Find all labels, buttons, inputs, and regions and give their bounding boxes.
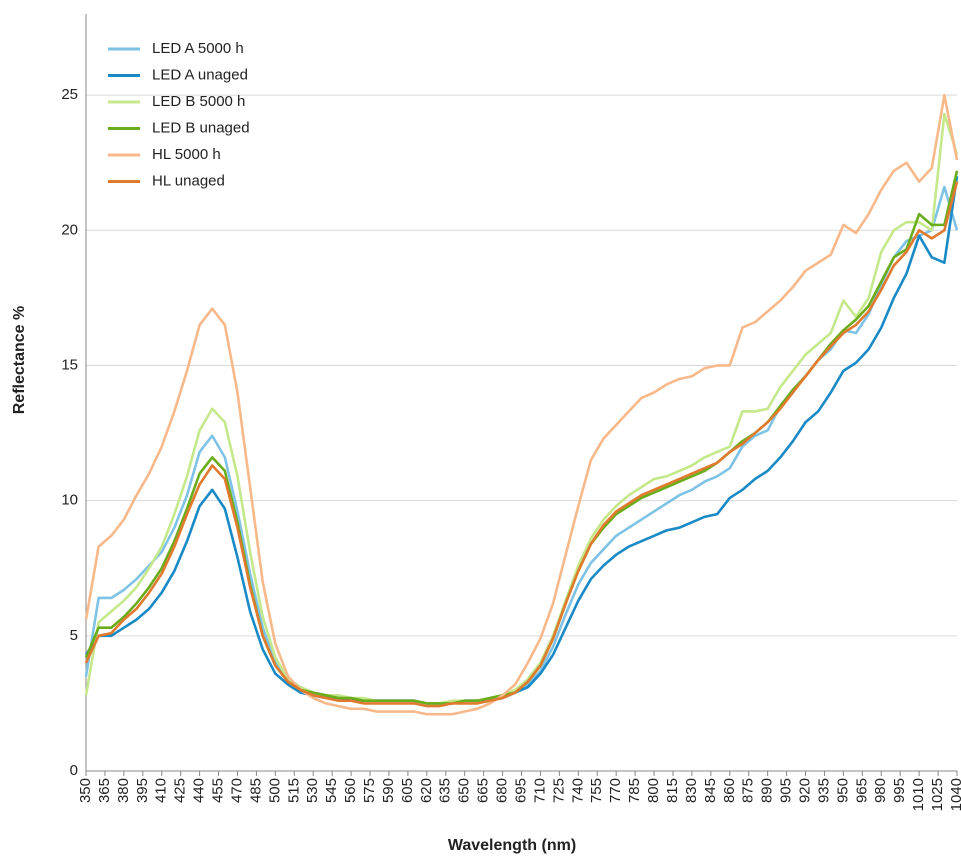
x-tick-label: 995 (891, 778, 908, 803)
x-tick-label: 455 (210, 778, 227, 803)
x-tick-label: 845 (702, 778, 719, 803)
series-line (84, 176, 959, 705)
x-tick-label: 1040 (948, 778, 961, 811)
x-tick-label: 575 (361, 778, 378, 803)
y-tick-label: 15 (61, 356, 78, 373)
x-tick-label: 680 (494, 778, 511, 803)
y-tick-label: 5 (70, 627, 78, 644)
x-tick-label: 1025 (929, 778, 946, 811)
series-line (84, 185, 959, 705)
legend-label: LED B unaged (152, 119, 250, 136)
legend-label: HL unaged (152, 172, 225, 189)
x-tick-label: 620 (418, 778, 435, 803)
x-axis-title: Wavelength (nm) (448, 837, 576, 854)
x-tick-label: 890 (759, 778, 776, 803)
y-tick-label: 20 (61, 221, 78, 238)
x-tick-label: 365 (96, 778, 113, 803)
x-tick-label: 350 (77, 778, 94, 803)
x-tick-label: 635 (437, 778, 454, 803)
x-tick-label: 530 (304, 778, 321, 803)
x-tick-label: 470 (228, 778, 245, 803)
x-tick-label: 425 (172, 778, 189, 803)
legend-label: LED B 5000 h (152, 93, 245, 110)
y-tick-label: 0 (70, 762, 78, 779)
x-tick-label: 770 (607, 778, 624, 803)
x-tick-label: 1010 (910, 778, 927, 811)
x-tick-label: 785 (626, 778, 643, 803)
x-tick-label: 920 (796, 778, 813, 803)
x-tick-label: 710 (531, 778, 548, 803)
x-tick-label: 860 (721, 778, 738, 803)
x-tick-label: 950 (834, 778, 851, 803)
x-tick-label: 830 (683, 778, 700, 803)
legend-label: LED A unaged (152, 66, 248, 83)
x-tick-label: 545 (323, 778, 340, 803)
series-line (84, 112, 959, 705)
x-tick-label: 905 (778, 778, 795, 803)
x-tick-label: 740 (569, 778, 586, 803)
y-axis-title: Reflectance % (11, 306, 28, 415)
x-tick-label: 485 (247, 778, 264, 803)
x-tick-label: 800 (645, 778, 662, 803)
series-line (84, 181, 959, 708)
x-tick-label: 605 (399, 778, 416, 803)
x-tick-label: 965 (853, 778, 870, 803)
x-tick-label: 875 (740, 778, 757, 803)
legend-label: LED A 5000 h (152, 40, 244, 57)
y-tick-label: 25 (61, 86, 78, 103)
x-tick-label: 665 (475, 778, 492, 803)
x-tick-label: 440 (191, 778, 208, 803)
x-tick-label: 560 (342, 778, 359, 803)
x-tick-label: 410 (153, 778, 170, 803)
series-line (84, 93, 959, 716)
x-tick-label: 515 (285, 778, 302, 803)
x-tick-label: 500 (266, 778, 283, 803)
x-tick-label: 725 (550, 778, 567, 803)
y-tick-label: 10 (61, 492, 78, 509)
x-tick-label: 815 (664, 778, 681, 803)
x-tick-label: 980 (872, 778, 889, 803)
x-tick-label: 395 (134, 778, 151, 803)
series-line (84, 170, 959, 705)
x-tick-label: 695 (512, 778, 529, 803)
x-tick-label: 935 (815, 778, 832, 803)
legend-label: HL 5000 h (152, 146, 221, 163)
x-tick-label: 380 (115, 778, 132, 803)
x-tick-label: 590 (380, 778, 397, 803)
x-tick-label: 755 (588, 778, 605, 803)
x-tick-label: 650 (456, 778, 473, 803)
